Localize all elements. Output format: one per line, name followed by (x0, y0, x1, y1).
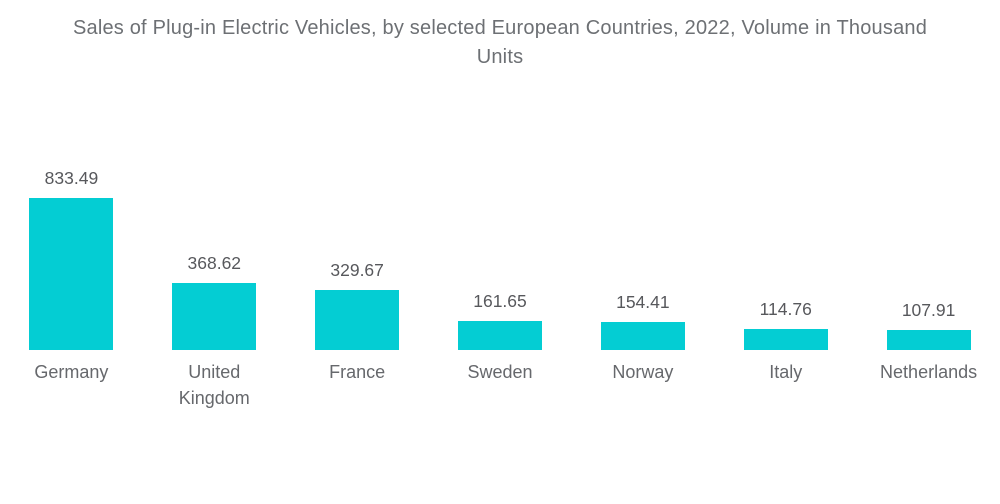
bar-column: 107.91 (857, 300, 1000, 350)
bar-column: 154.41 (571, 292, 714, 350)
bar (458, 321, 542, 350)
bar (315, 290, 400, 350)
category-label: Netherlands (857, 359, 1000, 411)
bar-value-label: 154.41 (616, 292, 670, 312)
category-axis: Germany United Kingdom France Sweden Norway I… (0, 359, 1000, 411)
bar-column: 368.62 (143, 253, 286, 350)
bar (29, 198, 114, 350)
bar-value-label: 107.91 (901, 300, 956, 320)
bar (172, 283, 257, 350)
category-label: Norway (571, 359, 714, 411)
bar-value-label: 833.49 (44, 168, 99, 188)
chart-title: Sales of Plug-in Electric Vehicles, by s… (72, 17, 928, 68)
category-label-text: France (329, 362, 386, 382)
category-label-text: Sweden (467, 362, 533, 382)
category-label-text: Norway (612, 362, 674, 382)
bar-value-label: 161.65 (473, 291, 527, 311)
category-label: United Kingdom (143, 359, 286, 411)
category-label: Italy (714, 359, 857, 411)
category-label-text: Netherlands (880, 362, 978, 382)
bar-column: 114.76 (714, 299, 857, 350)
category-label-text: United Kingdom (178, 362, 250, 409)
bar (886, 330, 971, 350)
category-label: Sweden (429, 359, 572, 411)
bar-value-label: 114.76 (759, 299, 812, 319)
category-label-text: Italy (769, 362, 803, 382)
bar-value-label: 329.67 (330, 260, 384, 280)
bar (600, 322, 685, 350)
bar-plot-area: 833.49 368.62 329.67 161.65 154.41 114.76 107.… (0, 168, 1000, 350)
bar (743, 329, 828, 350)
category-label: France (286, 359, 429, 411)
bar-column: 161.65 (429, 291, 572, 350)
category-label: Germany (0, 359, 143, 411)
category-label-text: Germany (34, 362, 109, 382)
bar-value-label: 368.62 (187, 253, 242, 273)
bar-column: 833.49 (0, 168, 143, 350)
bar-column: 329.67 (286, 260, 429, 350)
